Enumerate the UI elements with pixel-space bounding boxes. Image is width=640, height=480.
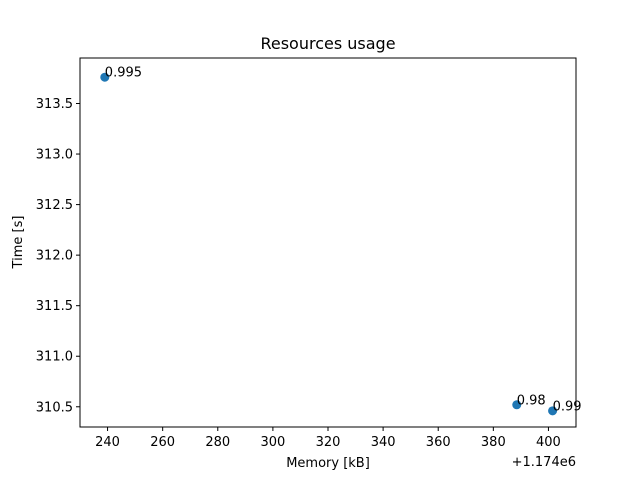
y-axis-title: Time [s] [11,216,26,270]
data-point-label: 0.995 [105,66,142,81]
x-axis-ticks: 240 260 280 300 320 340 360 380 400 [95,427,561,450]
chart-title: Resources usage [260,34,395,53]
plot-frame [79,57,577,428]
data-point-label: 0.99 [553,399,582,414]
x-tick-label: 300 [260,435,285,450]
x-tick-label: 340 [371,435,396,450]
y-tick-label: 312.5 [36,198,73,213]
x-tick-label: 380 [481,435,506,450]
y-axis-ticks: 310.5 311.0 311.5 312.0 312.5 313.0 313.5 [36,97,80,415]
y-tick-label: 313.0 [36,148,73,163]
data-points [100,72,558,416]
x-tick-label: 280 [205,435,230,450]
data-point-label: 0.98 [517,393,546,408]
y-tick-label: 310.5 [36,400,73,415]
x-axis-title: Memory [kB] [286,456,370,471]
plot-area [79,57,577,428]
x-tick-label: 360 [426,435,451,450]
x-tick-label: 260 [150,435,175,450]
x-axis-offset-label: +1.174e6 [512,455,576,470]
y-tick-label: 312.0 [36,249,73,264]
x-tick-label: 240 [95,435,120,450]
data-point [100,72,110,82]
x-tick-label: 320 [316,435,341,450]
x-tick-label: 400 [536,435,561,450]
y-tick-label: 313.5 [36,97,73,112]
data-point-labels: 0.995 0.98 0.99 [105,66,582,415]
y-tick-label: 311.5 [36,299,73,314]
data-point [548,406,558,416]
y-tick-label: 311.0 [36,350,73,365]
data-point [512,400,522,410]
